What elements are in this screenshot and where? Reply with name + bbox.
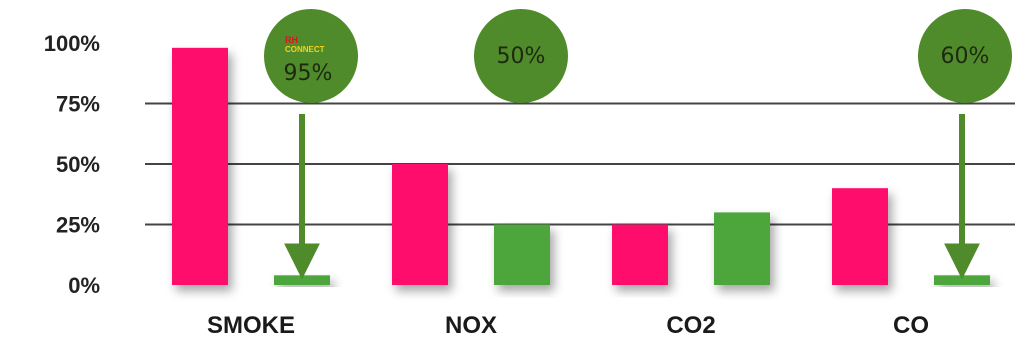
y-tick-label: 75% — [56, 92, 100, 117]
bar-series2-co2 — [714, 212, 770, 285]
bar-series2-smoke — [274, 275, 330, 285]
annotation-bubble — [474, 9, 568, 103]
bar-series2-co — [934, 275, 990, 285]
logo-text-top: RH — [285, 35, 298, 45]
y-tick-label: 25% — [56, 213, 100, 238]
logo-text-bottom: CONNECT — [285, 45, 325, 54]
annotation-text: 60% — [941, 44, 990, 69]
x-axis-categories: SMOKE NOX CO2 CO — [207, 312, 929, 339]
y-tick-label: 0% — [68, 273, 100, 298]
x-category-label: NOX — [445, 312, 497, 339]
y-axis-ticks: 0% 25% 50% 75% 100% — [44, 31, 100, 298]
bars — [172, 47, 990, 286]
bar-series2-nox — [494, 224, 550, 285]
annotation-text: 95% — [284, 61, 333, 86]
bar-series1-co — [832, 188, 888, 285]
annotation-bubble — [264, 9, 358, 103]
bar-series1-nox — [392, 164, 448, 285]
bar-series1-smoke — [172, 47, 228, 286]
annotation-bubble — [918, 9, 1012, 103]
x-category-label: SMOKE — [207, 312, 295, 339]
y-tick-label: 50% — [56, 152, 100, 177]
bar-series1-co2 — [612, 224, 668, 285]
annotation-text: 50% — [497, 44, 546, 69]
y-tick-label: 100% — [44, 31, 100, 56]
x-category-label: CO — [893, 312, 929, 339]
x-category-label: CO2 — [666, 312, 715, 339]
